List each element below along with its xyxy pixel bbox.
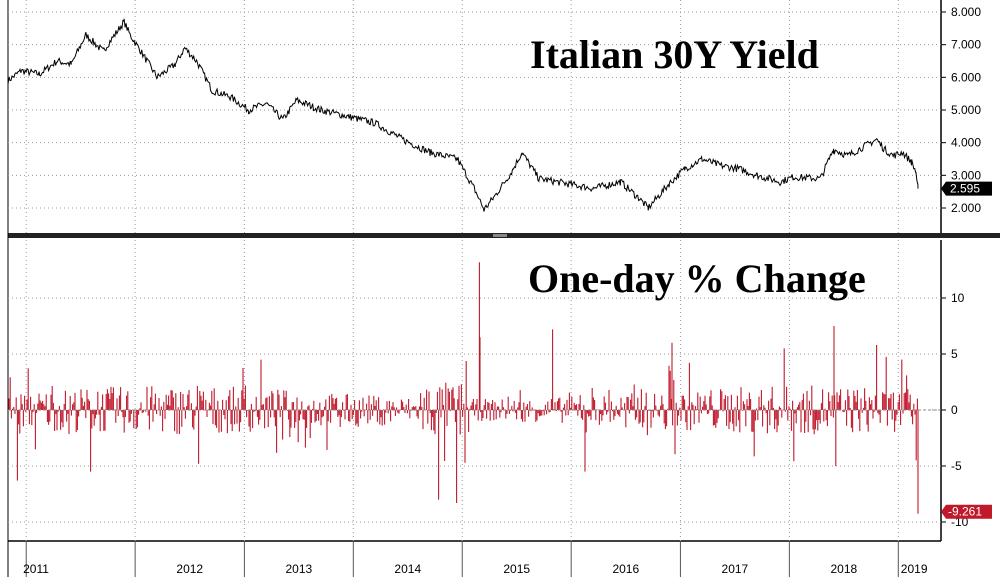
x-tick-label: 2018	[830, 562, 857, 576]
x-tick-label: 2014	[394, 562, 421, 576]
y-tick-label: 10	[951, 291, 965, 305]
yield-series-line	[7, 18, 919, 212]
x-tick-label: 2011	[23, 562, 49, 576]
x-tick-label: 2012	[176, 562, 203, 576]
x-axis: 2011 2012 2013 2014 2015 2016 2017 2018 2019	[23, 541, 928, 577]
y-tick-label: 0	[951, 403, 958, 417]
y-tick-label: -5	[951, 459, 962, 473]
y-tick-label: 5.000	[951, 103, 981, 117]
one-day-change-bars	[8, 262, 919, 514]
x-tick-label: 2013	[285, 562, 312, 576]
change-last-value-badge: -9.261	[941, 504, 992, 519]
top-chart-title: Italian 30Y Yield	[530, 32, 819, 77]
y-tick-label: 6.000	[951, 70, 981, 84]
bottom-chart-title: One-day % Change	[528, 256, 866, 301]
change-last-value: -9.261	[948, 505, 982, 519]
yield-last-value-badge: 2.595	[941, 181, 992, 196]
y-tick-label: 8.000	[951, 5, 981, 19]
top-plot-y-axis: 2.000 3.000 4.000 5.000 6.000 7.000 8.000	[941, 5, 981, 215]
x-tick-label: 2019	[901, 562, 928, 576]
y-tick-label: 3.000	[951, 168, 981, 182]
panel-divider-grip	[493, 234, 507, 237]
y-tick-label: 7.000	[951, 38, 981, 52]
x-tick-label: 2017	[722, 562, 749, 576]
y-tick-label: 5	[951, 347, 958, 361]
x-tick-label: 2015	[503, 562, 530, 576]
y-tick-label: 2.000	[951, 201, 981, 215]
y-tick-label: 4.000	[951, 136, 981, 150]
yield-last-value: 2.595	[950, 182, 980, 196]
x-tick-label: 2016	[612, 562, 639, 576]
